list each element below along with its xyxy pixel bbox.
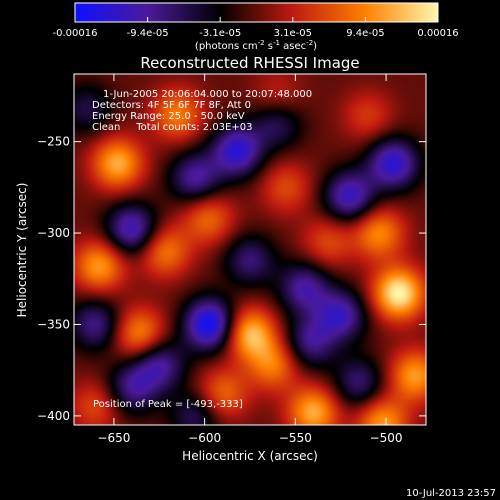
y-tick-label: −300 bbox=[37, 226, 70, 240]
plot-frame bbox=[73, 73, 427, 426]
y-axis-title: Heliocentric Y (arcsec) bbox=[15, 183, 29, 318]
annotation-time: 1-Jun-2005 20:06:04.000 to 20:07:48.000 bbox=[103, 89, 312, 100]
x-tick-label: −650 bbox=[97, 431, 130, 445]
y-tick-label: −400 bbox=[37, 409, 70, 423]
heatmap-image bbox=[74, 74, 426, 425]
annotation-energy: Energy Range: 25.0 - 50.0 keV bbox=[92, 111, 245, 122]
x-tick-label: −500 bbox=[370, 431, 403, 445]
colorbar-tick-label: 3.1e-05 bbox=[274, 28, 312, 39]
x-tick-label: −600 bbox=[188, 431, 221, 445]
y-axis-ticks: −400 −350 −300 −250 bbox=[37, 135, 426, 423]
y-tick-label: −350 bbox=[37, 317, 70, 331]
chart-title: Reconstructed RHESSI Image bbox=[140, 54, 359, 72]
peak-position-label: Position of Peak = [-493,-333] bbox=[93, 399, 243, 410]
annotation-clean: Clean Total counts: 2.03E+03 bbox=[92, 122, 252, 133]
colorbar-tick-label: -3.1e-05 bbox=[199, 28, 241, 39]
colorbar-tick-labels: -0.00016 -9.4e-05 -3.1e-05 3.1e-05 9.4e-05 0.… bbox=[53, 28, 459, 39]
timestamp: 10-Jul-2013 23:57 bbox=[406, 488, 496, 499]
annotation-detectors: Detectors: 4F 5F 6F 7F 8F, Att 0 bbox=[92, 100, 251, 111]
colorbar-tick-label: -9.4e-05 bbox=[127, 28, 169, 39]
x-axis-title: Heliocentric X (arcsec) bbox=[182, 449, 318, 463]
colorbar-tick-label: -0.00016 bbox=[53, 28, 98, 39]
colorbar-unit-label: (photons cm-2 s-1 asec-2) bbox=[195, 39, 317, 52]
x-axis-ticks: −650 −600 −550 −500 bbox=[97, 74, 403, 445]
y-tick-label: −250 bbox=[37, 135, 70, 149]
x-tick-label: −550 bbox=[279, 431, 312, 445]
colorbar-tick-label: 9.4e-05 bbox=[346, 28, 384, 39]
annotations: 1-Jun-2005 20:06:04.000 to 20:07:48.000 … bbox=[92, 89, 312, 410]
colorbar bbox=[74, 2, 439, 23]
heatmap-raster bbox=[74, 74, 426, 425]
colorbar-ticks bbox=[74, 17, 439, 22]
colorbar-tick-label: 0.00016 bbox=[417, 28, 458, 39]
